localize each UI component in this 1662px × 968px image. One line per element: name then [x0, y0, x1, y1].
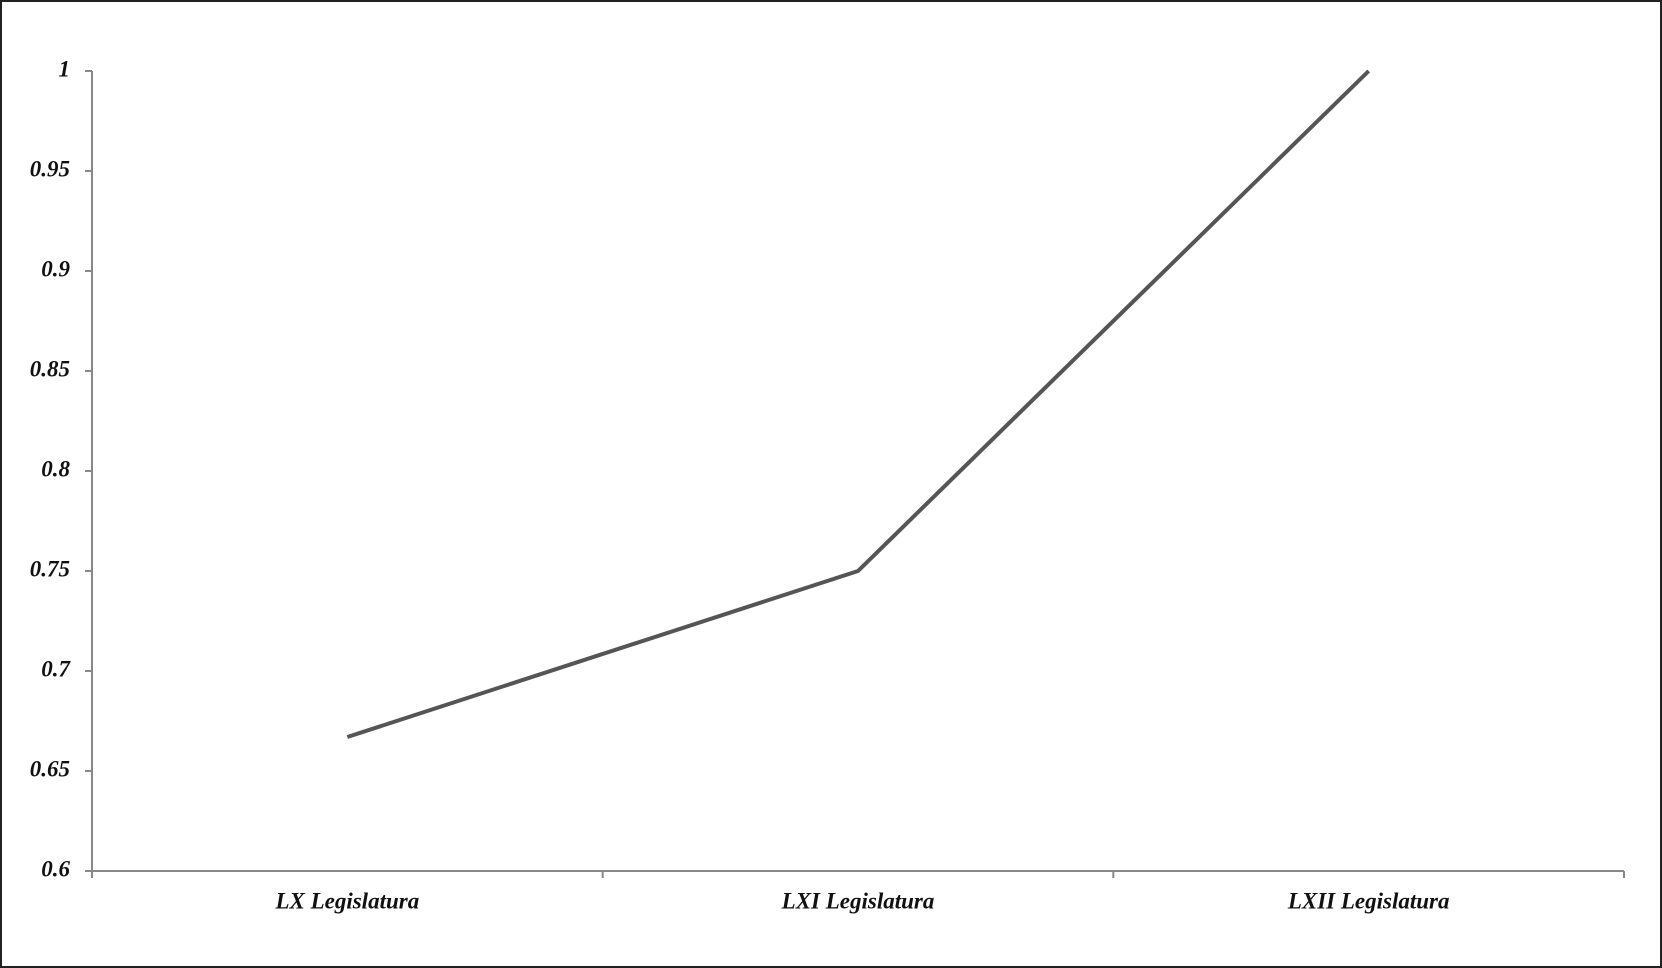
y-tick-label: 0.6	[41, 856, 70, 881]
y-tick-label: 0.65	[30, 756, 70, 781]
y-tick-label: 1	[59, 56, 71, 81]
y-tick-label: 0.75	[30, 556, 70, 581]
y-tick-label: 0.85	[30, 356, 70, 381]
x-tick-label: LXII Legislatura	[1287, 888, 1450, 913]
data-line	[346, 69, 1371, 739]
y-tick-label: 0.8	[41, 456, 70, 481]
x-tick-label: LXI Legislatura	[781, 888, 935, 913]
x-tick-label: LX Legislatura	[274, 888, 419, 913]
y-tick-label: 0.9	[41, 256, 70, 281]
y-tick-label: 0.95	[30, 156, 70, 181]
y-tick-label: 0.7	[41, 656, 71, 681]
